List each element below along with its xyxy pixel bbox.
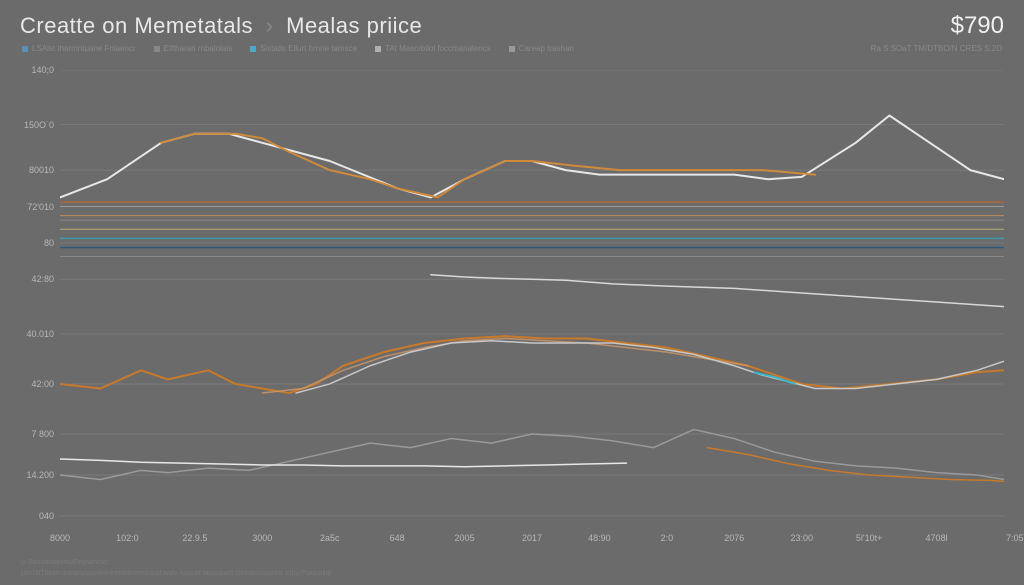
series-lower-gray xyxy=(60,429,1004,479)
y-axis-labels: 140;0150O˙08001072'0108042:8040.01042:00… xyxy=(10,70,58,525)
series-upper-orange xyxy=(161,134,815,198)
title-left: Creatte on Memetatals xyxy=(20,13,253,38)
y-tick-label: 40.010 xyxy=(10,329,54,339)
x-tick-label: 3000 xyxy=(252,533,272,543)
x-axis-labels: 8000102:022.9.530002a5c6482005201748:902… xyxy=(60,529,1004,549)
chart-plot-area xyxy=(60,70,1004,525)
y-tick-label: 14.200 xyxy=(10,470,54,480)
x-tick-label: 5l'10t+ xyxy=(856,533,883,543)
legend-item: Careap trashan xyxy=(509,44,574,53)
legend-item: Sistatls Ellurt hrnne tamsce xyxy=(250,44,357,53)
legend-label: Careap trashan xyxy=(519,44,574,53)
legend-label: TAt Mascrbilol foccmanalencs xyxy=(385,44,491,53)
header: Creatte on Memetatals › Mealas priice $7… xyxy=(20,12,1004,40)
x-tick-label: 2:0 xyxy=(661,533,674,543)
legend-label: Sistatls Ellurt hrnne tamsce xyxy=(260,44,357,53)
title-right: Mealas priice xyxy=(286,13,422,38)
title-separator: › xyxy=(266,13,274,38)
chart-svg xyxy=(60,70,1004,525)
y-tick-label: 150O˙0 xyxy=(10,120,54,130)
series-lower-white xyxy=(60,459,626,467)
footer: ◎ Sanomdanntu/Fesnanrscr 19o7BThesit ura… xyxy=(20,557,331,579)
legend-swatch xyxy=(154,46,160,52)
x-tick-label: 2005 xyxy=(455,533,475,543)
series-lower-orange xyxy=(707,448,1004,482)
legend-swatch xyxy=(22,46,28,52)
series-upper-white xyxy=(60,116,1004,198)
chart-title: Creatte on Memetatals › Mealas priice xyxy=(20,13,422,39)
x-tick-label: 22.9.5 xyxy=(182,533,207,543)
y-tick-label: 040 xyxy=(10,511,54,521)
y-tick-label: 42:80 xyxy=(10,274,54,284)
x-tick-label: 2a5c xyxy=(320,533,340,543)
y-tick-label: 140;0 xyxy=(10,65,54,75)
header-value: $790 xyxy=(951,12,1004,40)
legend-swatch xyxy=(375,46,381,52)
x-tick-label: 48:90 xyxy=(588,533,611,543)
y-tick-label: 80010 xyxy=(10,165,54,175)
x-tick-label: 8000 xyxy=(50,533,70,543)
series-mid-orange-light xyxy=(262,338,747,393)
x-tick-label: 23:00 xyxy=(790,533,813,543)
y-tick-label: 72'010 xyxy=(10,202,54,212)
series-mid-orange-main xyxy=(60,336,1004,393)
legend-label: LSAlst tharmntuane Fnlaencr xyxy=(32,44,136,53)
y-tick-label: 7 800 xyxy=(10,429,54,439)
x-tick-label: 102:0 xyxy=(116,533,139,543)
legend-item: TAt Mascrbilol foccmanalencs xyxy=(375,44,491,53)
x-tick-label: 7:05T xyxy=(1006,533,1024,543)
legend-label: Eiftharan rnbalolais xyxy=(164,44,232,53)
y-tick-label: 80 xyxy=(10,238,54,248)
legend: LSAlst tharmntuane Fnlaencr Eiftharan rnb… xyxy=(22,44,574,53)
y-tick-label: 42:00 xyxy=(10,379,54,389)
legend-swatch xyxy=(250,46,256,52)
footer-line1: ◎ Sanomdanntu/Fesnanrscr xyxy=(20,557,331,568)
legend-item: Eiftharan rnbalolais xyxy=(154,44,232,53)
legend-swatch xyxy=(509,46,515,52)
subtext-right: Ra S:SOaT TM/DTBO/N CRES S:2D xyxy=(871,44,1002,53)
footer-line2: 19o7BThesit uraranplasriererirettisitire… xyxy=(20,568,331,579)
x-tick-label: 4708l xyxy=(926,533,948,543)
x-tick-label: 2017 xyxy=(522,533,542,543)
x-tick-label: 648 xyxy=(390,533,405,543)
x-tick-label: 2076 xyxy=(724,533,744,543)
legend-item: LSAlst tharmntuane Fnlaencr xyxy=(22,44,136,53)
